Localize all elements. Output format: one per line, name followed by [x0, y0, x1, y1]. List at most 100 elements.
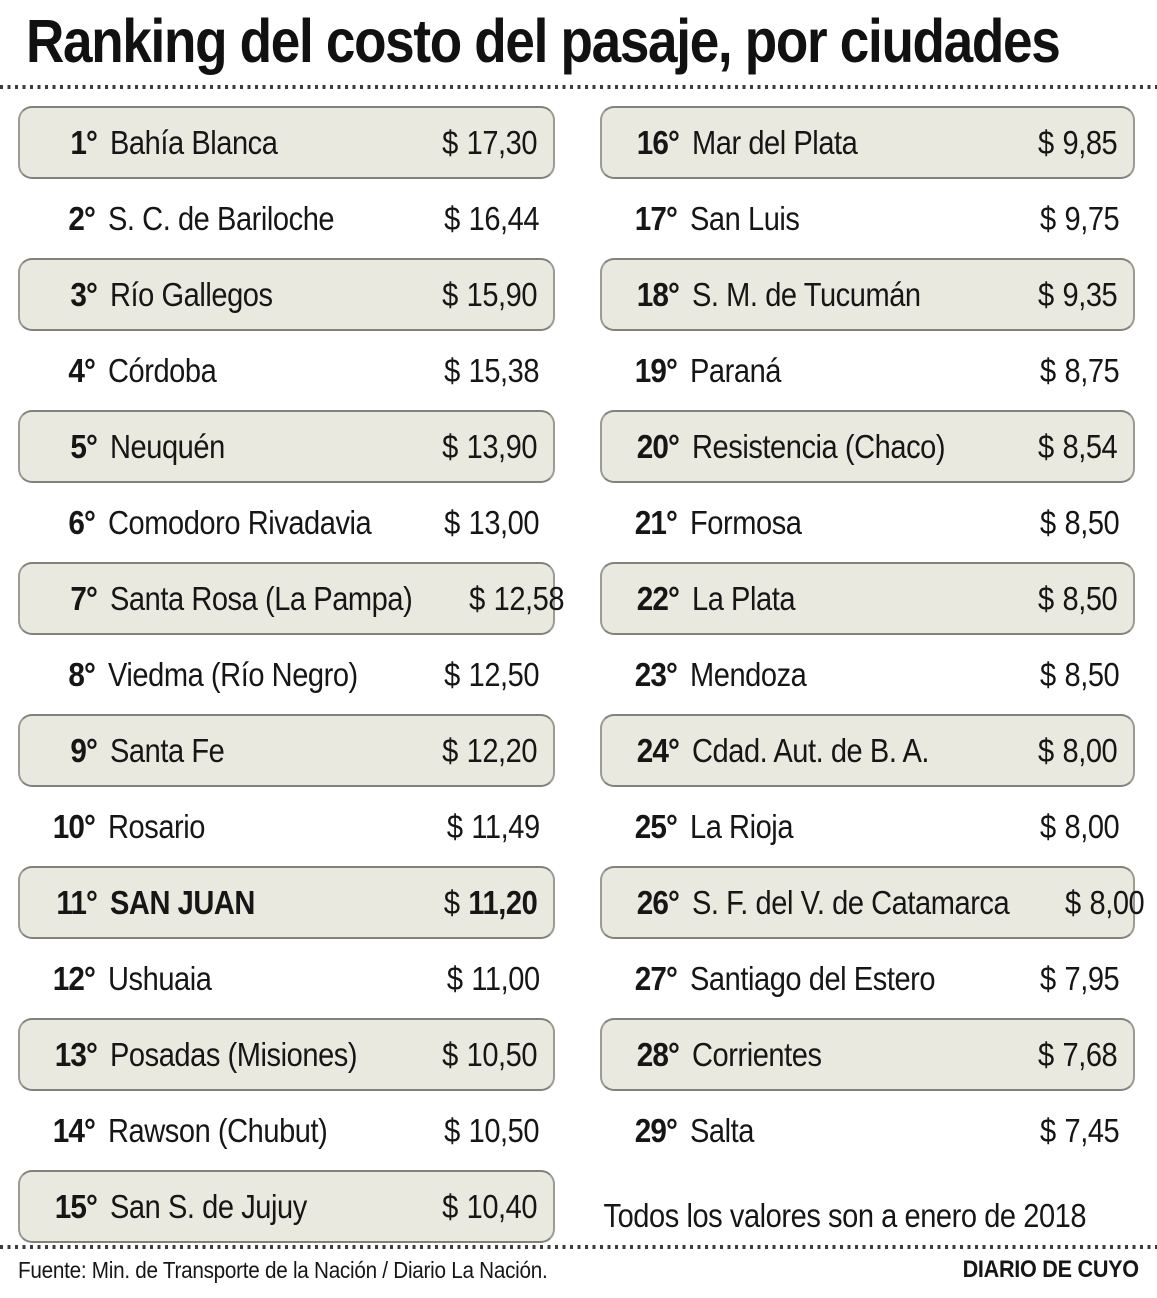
amount-label: 11,49 [470, 807, 540, 845]
table-row: 5° Neuquén $13,90 [18, 410, 555, 483]
footer: Fuente: Min. de Transporte de la Nación … [18, 1252, 1139, 1288]
city-label: La Plata [692, 579, 796, 617]
currency-symbol: $ [442, 275, 458, 313]
table-row: 19° Paraná $8,75 [600, 334, 1135, 407]
price-value: $8,50 [1040, 504, 1135, 542]
table-row: 14° Rawson (Chubut) $10,50 [18, 1094, 555, 1167]
table-row: 9° Santa Fe $12,20 [18, 714, 555, 787]
amount-label: 12,50 [468, 655, 540, 693]
currency-symbol: $ [442, 1035, 458, 1073]
rank-label: 13° [54, 1035, 98, 1073]
rank-label: 2° [68, 199, 96, 237]
currency-symbol: $ [1037, 427, 1054, 465]
currency-symbol: $ [1037, 731, 1054, 769]
price-value: $7,68 [1038, 1036, 1133, 1074]
currency-symbol: $ [1039, 959, 1056, 997]
rank-label: 14° [52, 1111, 96, 1149]
amount-label: 8,00 [1089, 883, 1145, 921]
city-label: Viedma (Río Negro) [108, 655, 358, 693]
price-value: $13,90 [442, 428, 553, 466]
price-value: $8,00 [1065, 884, 1157, 922]
table-row: 7° Santa Rosa (La Pampa) $12,58 [18, 562, 564, 635]
currency-symbol: $ [442, 731, 458, 769]
amount-label: 9,75 [1064, 199, 1120, 237]
city-label: Mar del Plata [692, 123, 858, 161]
city-label: S. C. de Bariloche [108, 199, 335, 237]
rank-label: 9° [70, 731, 98, 769]
currency-symbol: $ [1039, 807, 1056, 845]
table-row: 24° Cdad. Aut. de B. A. $8,00 [600, 714, 1135, 787]
amount-label: 8,50 [1064, 655, 1120, 693]
currency-symbol: $ [442, 1187, 458, 1225]
table-row: 3° Río Gallegos $15,90 [18, 258, 555, 331]
price-value: $12,58 [469, 580, 580, 618]
rank-label: 10° [52, 807, 96, 845]
city-label: San Luis [690, 199, 800, 237]
amount-label: 16,44 [468, 199, 540, 237]
currency-symbol: $ [446, 959, 463, 997]
city-label: Santiago del Estero [690, 959, 936, 997]
city-label: SAN JUAN [110, 883, 255, 921]
amount-label: 8,54 [1062, 427, 1118, 465]
currency-symbol: $ [1037, 123, 1054, 161]
amount-label: 12,20 [466, 731, 538, 769]
dotted-rule-bottom [0, 1245, 1157, 1249]
rank-label: 11° [56, 883, 97, 921]
rank-label: 25° [634, 807, 678, 845]
values-date-note: Todos los valores son a enero de 2018 [603, 1197, 1087, 1234]
table-row: 6° Comodoro Rivadavia $13,00 [18, 486, 555, 559]
rank-label: 16° [636, 123, 680, 161]
table-row: 23° Mendoza $8,50 [600, 638, 1135, 711]
price-value: $8,50 [1038, 580, 1133, 618]
table-row: 27° Santiago del Estero $7,95 [600, 942, 1135, 1015]
rank-label: 17° [634, 199, 678, 237]
currency-symbol: $ [1039, 199, 1056, 237]
currency-symbol: $ [444, 351, 460, 389]
rank-label: 21° [634, 503, 678, 541]
dotted-rule-top [0, 85, 1157, 89]
price-value: $10,40 [442, 1188, 553, 1226]
ranking-column-left: 1° Bahía Blanca $17,30 2° S. C. de Baril… [18, 106, 564, 1243]
rank-label: 23° [634, 655, 678, 693]
rank-label: 24° [636, 731, 680, 769]
table-row: 21° Formosa $8,50 [600, 486, 1135, 559]
currency-symbol: $ [444, 655, 460, 693]
city-label: Posadas (Misiones) [110, 1035, 358, 1073]
rank-label: 1° [70, 123, 98, 161]
table-row: 18° S. M. de Tucumán $9,35 [600, 258, 1135, 331]
price-value: $8,75 [1040, 352, 1135, 390]
price-value: $9,85 [1038, 124, 1133, 162]
price-value: $8,50 [1040, 656, 1135, 694]
rank-label: 18° [636, 275, 680, 313]
price-value: $8,54 [1038, 428, 1133, 466]
amount-label: 15,38 [468, 351, 540, 389]
city-label: Mendoza [690, 655, 807, 693]
price-value: $12,20 [442, 732, 553, 770]
table-row: 11° SAN JUAN $11,20 [18, 866, 555, 939]
table-row: 28° Corrientes $7,68 [600, 1018, 1135, 1091]
price-value: $8,00 [1040, 808, 1135, 846]
currency-symbol: $ [468, 579, 485, 617]
amount-label: 8,50 [1062, 579, 1118, 617]
price-value: $13,00 [444, 504, 555, 542]
price-value: $11,20 [444, 884, 553, 922]
rank-label: 7° [70, 579, 98, 617]
city-label: S. M. de Tucumán [692, 275, 921, 313]
price-value: $7,45 [1040, 1112, 1135, 1150]
rank-label: 29° [634, 1111, 678, 1149]
currency-symbol: $ [442, 123, 458, 161]
city-label: Salta [690, 1111, 754, 1149]
table-row: 15° San S. de Jujuy $10,40 [18, 1170, 555, 1243]
city-label: La Rioja [690, 807, 794, 845]
table-row: 25° La Rioja $8,00 [600, 790, 1135, 863]
rank-label: 15° [54, 1187, 98, 1225]
currency-symbol: $ [1039, 503, 1056, 541]
table-row: 10° Rosario $11,49 [18, 790, 555, 863]
table-row: 8° Viedma (Río Negro) $12,50 [18, 638, 555, 711]
city-label: Corrientes [692, 1035, 822, 1073]
amount-label: 13,00 [468, 503, 540, 541]
city-label: Comodoro Rivadavia [108, 503, 372, 541]
ranking-rows-right: 16° Mar del Plata $9,85 17° San Luis $9,… [600, 106, 1145, 1167]
price-value: $17,30 [442, 124, 553, 162]
